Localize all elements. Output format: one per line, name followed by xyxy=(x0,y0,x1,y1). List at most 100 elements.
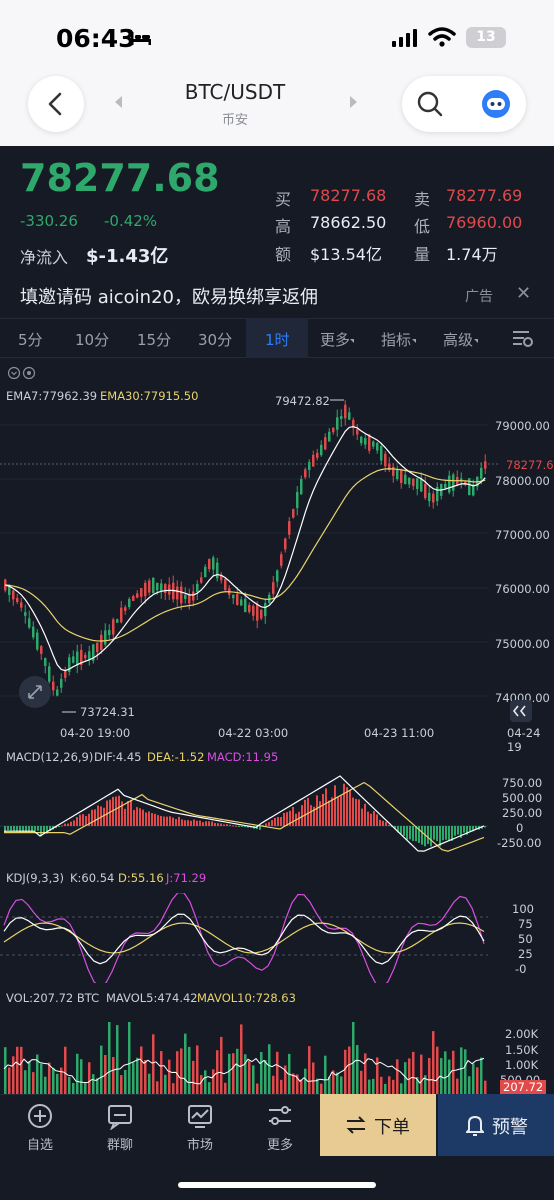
macd-chart xyxy=(0,775,488,852)
candle-body xyxy=(176,586,179,600)
tab-more[interactable]: 更多 xyxy=(320,331,351,349)
volume-bar xyxy=(380,1076,383,1094)
tab-5m[interactable]: 5分 xyxy=(18,331,43,349)
macd-histogram-bar xyxy=(100,806,102,826)
status-time: 06:43 xyxy=(56,24,136,53)
search-icon[interactable] xyxy=(416,90,444,118)
tab-indicators[interactable]: 指标 xyxy=(381,331,412,349)
macd-histogram-bar xyxy=(259,826,261,830)
tab-30m[interactable]: 30分 xyxy=(198,331,233,349)
macd-histogram-bar xyxy=(379,819,381,826)
candle-body xyxy=(44,658,47,666)
time-axis-tick: 04-20 19:00 xyxy=(60,726,131,740)
volume-bar xyxy=(484,1080,487,1094)
macd-histogram-bar xyxy=(355,798,357,826)
pair-title[interactable]: BTC/USDT xyxy=(184,80,286,104)
candle-body xyxy=(332,427,335,433)
nav-chat[interactable] xyxy=(90,1104,150,1134)
candle-body xyxy=(412,478,415,487)
candle-body xyxy=(424,483,427,499)
candle-body xyxy=(444,483,447,489)
candle-body xyxy=(184,594,187,600)
macd-histogram-bar xyxy=(442,826,444,841)
volume-bar xyxy=(188,1046,191,1094)
ai-assistant-icon[interactable] xyxy=(480,88,512,120)
expand-chart-icon[interactable] xyxy=(18,675,52,709)
candlestick-chart[interactable] xyxy=(0,360,554,724)
macd-histogram-bar xyxy=(280,817,282,826)
scroll-latest-icon[interactable] xyxy=(510,700,532,722)
macd-histogram-bar xyxy=(409,826,411,840)
chart-settings-icon[interactable] xyxy=(512,328,534,348)
volume-bar xyxy=(204,1070,207,1094)
volume-bar xyxy=(436,1046,439,1094)
candle-body xyxy=(248,605,251,612)
place-order-button[interactable] xyxy=(320,1094,436,1156)
macd-histogram-bar xyxy=(388,824,390,826)
vol-title: VOL:207.72 BTC xyxy=(6,991,100,1005)
volume-bar xyxy=(28,1061,31,1094)
volume-bar xyxy=(304,1068,307,1094)
chart-toggle-icons[interactable] xyxy=(8,366,38,380)
price-alert-button[interactable] xyxy=(438,1094,554,1156)
volume-bar xyxy=(260,1051,263,1094)
tab-1h[interactable]: 1时 xyxy=(265,331,290,349)
macd-histogram-bar xyxy=(13,826,15,832)
macd-histogram-bar xyxy=(322,794,324,826)
back-button[interactable] xyxy=(28,76,84,132)
candle-body xyxy=(212,557,215,570)
ad-close-button[interactable]: ✕ xyxy=(516,283,532,304)
volume-bar xyxy=(140,1046,143,1094)
volume-bar xyxy=(388,1076,391,1094)
candle-body xyxy=(116,619,119,623)
tab-15m[interactable]: 15分 xyxy=(137,331,172,349)
macd-histogram-bar xyxy=(349,789,351,826)
macd-histogram-bar xyxy=(382,820,384,826)
high-marker-label: 79472.82 xyxy=(275,394,330,408)
candle-body xyxy=(152,577,155,594)
volume-bar xyxy=(36,1054,39,1094)
volume-bar xyxy=(480,1057,483,1094)
macd-dif: DIF:4.45 xyxy=(94,750,142,764)
volume-bar xyxy=(276,1051,279,1094)
candle-body xyxy=(144,582,147,597)
swap-arrows-icon xyxy=(346,1116,366,1134)
macd-histogram-bar xyxy=(217,823,219,826)
candle-body xyxy=(288,521,291,535)
volume-bar xyxy=(336,1072,339,1094)
tab-10m[interactable]: 10分 xyxy=(75,331,110,349)
nav-more[interactable] xyxy=(250,1104,310,1134)
next-pair-icon[interactable] xyxy=(350,96,357,108)
ema7-line xyxy=(5,425,486,672)
candle-body xyxy=(432,493,435,503)
volume-bar xyxy=(56,1073,59,1094)
candle-body xyxy=(64,670,67,678)
macd-histogram-bar xyxy=(448,826,450,841)
down-arrow-icon: ↘ xyxy=(198,180,210,196)
candle-body xyxy=(352,419,355,429)
candle-body xyxy=(204,566,207,578)
macd-histogram-bar xyxy=(115,796,117,826)
macd-histogram-bar xyxy=(427,826,429,845)
macd-axis-tick: 500.00 xyxy=(502,791,543,805)
kdj-d: D:55.16 xyxy=(118,871,164,885)
volume-bar xyxy=(396,1059,399,1094)
kdj-axis-tick: 100 xyxy=(512,902,534,916)
tab-advanced[interactable]: 高级 xyxy=(443,331,474,349)
ad-banner-text[interactable]: 填邀请码 aicoin20，欧易换绑享返佣 xyxy=(20,287,318,308)
macd-histogram-bar xyxy=(19,826,21,833)
macd-histogram-bar xyxy=(325,788,327,826)
nav-watchlist[interactable] xyxy=(10,1104,70,1134)
macd-histogram-bar xyxy=(445,826,447,840)
macd-histogram-bar xyxy=(289,810,291,826)
previous-pair-icon[interactable] xyxy=(115,96,122,108)
candle-body xyxy=(80,649,83,666)
candle-body xyxy=(360,436,363,444)
candle-body xyxy=(104,630,107,645)
volume-bar xyxy=(316,1078,319,1094)
volume-bar xyxy=(80,1059,83,1094)
nav-market[interactable] xyxy=(170,1104,230,1134)
volume-bar xyxy=(384,1083,387,1094)
macd-histogram-bar xyxy=(76,817,78,826)
candle-body xyxy=(300,479,303,495)
